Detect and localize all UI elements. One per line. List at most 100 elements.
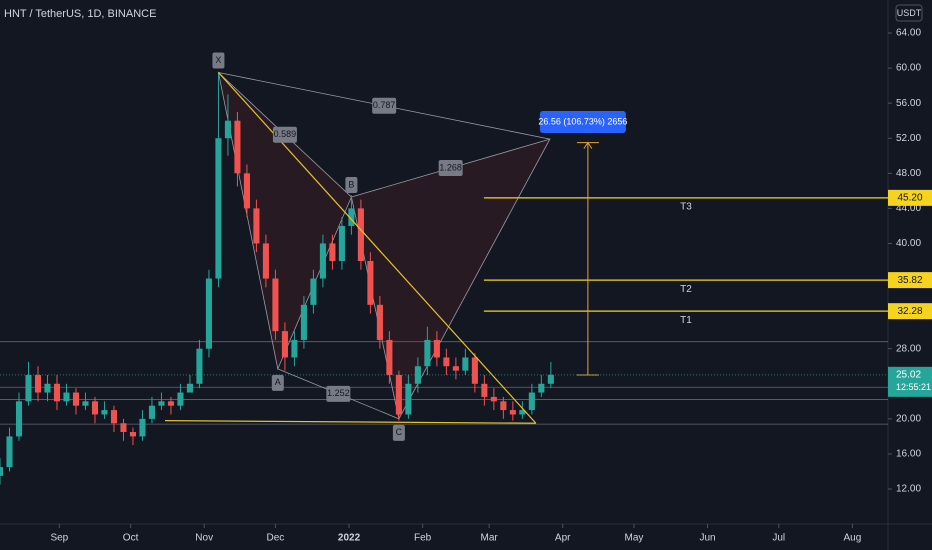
y-tick-label: 12.00 — [896, 484, 921, 495]
x-tick-label: Aug — [843, 533, 861, 544]
candle-body — [310, 278, 317, 305]
candle-body — [91, 401, 99, 415]
trendline — [217, 72, 537, 424]
ratio-label: 0.589 — [274, 129, 297, 139]
point-box — [271, 374, 284, 391]
candle-body — [272, 278, 279, 332]
candle-body — [15, 401, 23, 437]
x-tick-label: Jul — [772, 533, 785, 544]
x-tick-label: Nov — [195, 533, 213, 544]
candle-body — [376, 304, 383, 340]
target-name: T1 — [680, 315, 692, 326]
candle-body — [471, 357, 478, 384]
y-tick-label: 20.00 — [896, 413, 921, 424]
target-price-box — [888, 189, 932, 206]
target-name: T3 — [680, 202, 692, 213]
candle-body — [243, 173, 250, 209]
measure-label: 26.56 (106.73%) 2656 — [538, 116, 627, 126]
ratio-box — [326, 385, 351, 402]
point-box — [392, 424, 405, 441]
point-label: A — [275, 377, 281, 387]
y-tick-label: 52.00 — [896, 133, 921, 144]
candle-body — [148, 405, 155, 419]
last-price-box — [888, 366, 932, 397]
candle-body — [0, 467, 4, 476]
target-price: 32.28 — [897, 306, 922, 317]
candle-body — [53, 383, 61, 402]
candle-body — [167, 401, 174, 406]
currency-box[interactable] — [895, 4, 923, 22]
candle-body — [34, 375, 42, 393]
candle-body — [538, 383, 545, 393]
target-name: T2 — [680, 284, 692, 295]
candle-body — [452, 366, 459, 371]
candle-body — [386, 339, 393, 375]
candle-body — [63, 392, 70, 402]
x-tick-label: 2022 — [338, 533, 361, 544]
ratio-label: 1.268 — [439, 162, 462, 172]
candle-body — [462, 357, 469, 371]
candle-body — [224, 120, 231, 139]
ratio-label: 1.252 — [327, 388, 350, 398]
candle-body — [72, 392, 80, 406]
candle-body — [424, 339, 431, 367]
pattern-bcd — [350, 138, 551, 420]
y-tick-label: 28.00 — [896, 343, 921, 354]
x-tick-label: Dec — [267, 533, 285, 544]
y-tick-label: 44.00 — [896, 203, 921, 214]
candle-body — [319, 243, 326, 279]
candle-body — [357, 208, 364, 261]
target-price-box — [888, 303, 932, 320]
x-tick-label: Apr — [555, 533, 571, 544]
point-label: B — [348, 179, 354, 189]
x-tick-label: Oct — [123, 533, 139, 544]
x-tick-label: Sep — [50, 533, 68, 544]
y-tick-label: 48.00 — [896, 168, 921, 179]
y-tick-label: 40.00 — [896, 238, 921, 249]
candle-body — [177, 392, 184, 406]
x-tick-label: Mar — [480, 533, 498, 544]
ratio-label: 0.787 — [373, 100, 396, 110]
candle-body — [120, 423, 127, 432]
ratio-box — [372, 97, 397, 114]
candle-body — [490, 396, 497, 402]
candle-body — [44, 383, 51, 393]
last-price: 25.02 — [896, 369, 921, 380]
ratio-box — [438, 160, 463, 177]
measure-arrow — [583, 141, 593, 149]
countdown: 12:55:21 — [896, 382, 931, 392]
measure-label-box — [539, 111, 626, 133]
candle-body — [6, 436, 13, 468]
candle-body — [110, 410, 118, 424]
candle-body — [433, 339, 440, 358]
candle-body — [500, 401, 507, 411]
candle-body — [186, 383, 193, 393]
candle-body — [281, 331, 288, 358]
target-price: 45.20 — [897, 193, 922, 204]
point-label: X — [215, 55, 221, 65]
candle-body — [443, 357, 450, 367]
target-price-box — [888, 272, 932, 289]
trendline — [165, 420, 536, 424]
y-tick-label: 60.00 — [896, 63, 921, 74]
target-price: 35.82 — [897, 275, 922, 286]
point-label: C — [396, 427, 403, 437]
currency: USDT — [897, 8, 922, 18]
candle-body — [253, 208, 260, 244]
x-tick-label: May — [624, 533, 643, 544]
y-tick-label: 56.00 — [896, 98, 921, 109]
candle-body — [300, 304, 307, 340]
candle-body — [25, 375, 32, 402]
y-tick-label: 16.00 — [896, 449, 921, 460]
ratio-box — [272, 126, 297, 143]
candle-body — [405, 383, 412, 415]
candle-body — [139, 418, 146, 437]
candle-body — [215, 138, 222, 279]
candle-body — [519, 410, 526, 415]
x-tick-label: Feb — [414, 533, 432, 544]
candle-body — [262, 243, 269, 279]
candle-body — [196, 348, 203, 384]
candle-body — [82, 401, 89, 406]
point-box — [212, 52, 225, 69]
candle-body — [338, 225, 345, 261]
